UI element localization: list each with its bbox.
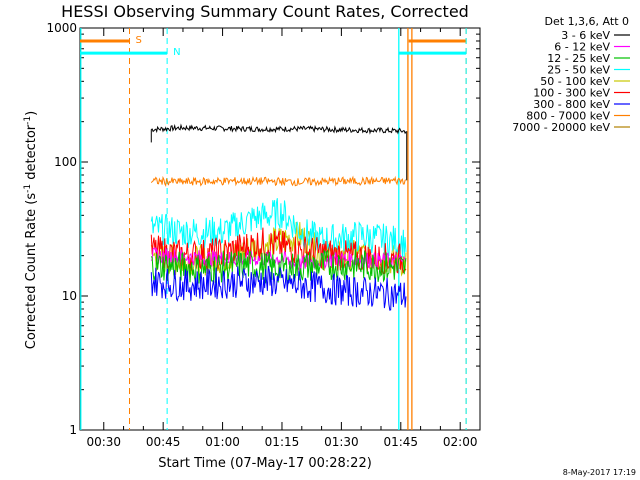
x-tick-label: 01:45 — [383, 435, 418, 449]
legend-label: 25 - 50 keV — [547, 64, 610, 77]
series-line — [150, 175, 407, 187]
legend-label: 800 - 7000 keV — [526, 110, 610, 123]
x-tick-label: 02:00 — [443, 435, 478, 449]
x-tick-label: 01:15 — [265, 435, 300, 449]
x-tick-label: 00:30 — [86, 435, 121, 449]
y-tick-label: 100 — [54, 155, 77, 169]
y-tick-label: 1 — [69, 423, 77, 437]
series-line — [150, 248, 407, 285]
plot-frame — [79, 27, 481, 431]
plot-area: 1 10 100 1000 00:30 00:45 01:00 01:15 01:30 01:45… — [46, 21, 481, 449]
y-tick-label: 1000 — [46, 21, 77, 35]
x-tick-label: 01:30 — [324, 435, 359, 449]
mode-label: S — [136, 35, 142, 46]
x-tick-label: 00:45 — [146, 435, 181, 449]
y-tick-label: 10 — [62, 289, 77, 303]
series-line — [150, 265, 407, 311]
legend-label: 3 - 6 keV — [561, 29, 610, 42]
series-line — [150, 198, 407, 258]
legend-label: 50 - 100 keV — [540, 75, 610, 88]
legend-label: 12 - 25 keV — [547, 52, 610, 65]
legend-label: 300 - 800 keV — [533, 98, 610, 111]
legend-label: 6 - 12 keV — [554, 41, 610, 54]
legend-header: Det 1,3,6, Att 0 — [545, 15, 629, 28]
series-line — [150, 221, 407, 278]
y-axis-label: Corrected Count Rate (s-1 detector-1) — [23, 111, 39, 349]
footer-date: 8-May-2017 17:19 — [563, 468, 636, 477]
mode-label: N — [173, 47, 180, 58]
x-tick-label: 01:00 — [205, 435, 240, 449]
legend-label: 100 - 300 keV — [533, 87, 610, 100]
series-line — [151, 123, 407, 135]
chart-title: HESSI Observing Summary Count Rates, Cor… — [61, 2, 469, 21]
x-axis-label: Start Time (07-May-17 00:28:22) — [158, 456, 372, 471]
legend-label: 7000 - 20000 keV — [512, 121, 610, 134]
